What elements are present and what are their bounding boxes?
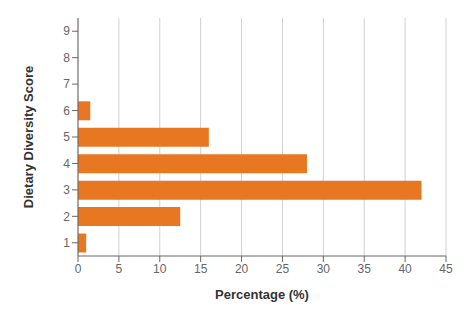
- svg-text:45: 45: [439, 262, 453, 276]
- svg-text:7: 7: [63, 77, 70, 91]
- svg-text:3: 3: [63, 183, 70, 197]
- svg-text:10: 10: [153, 262, 167, 276]
- svg-text:Dietary Diversity Score: Dietary Diversity Score: [21, 66, 36, 208]
- svg-text:Percentage (%): Percentage (%): [215, 287, 309, 302]
- svg-text:40: 40: [398, 262, 412, 276]
- svg-text:20: 20: [235, 262, 249, 276]
- svg-text:1: 1: [63, 236, 70, 250]
- svg-text:30: 30: [317, 262, 331, 276]
- svg-text:8: 8: [63, 51, 70, 65]
- svg-text:4: 4: [63, 157, 70, 171]
- svg-text:35: 35: [358, 262, 372, 276]
- svg-text:6: 6: [63, 104, 70, 118]
- svg-text:2: 2: [63, 210, 70, 224]
- svg-text:9: 9: [63, 24, 70, 38]
- svg-text:0: 0: [75, 262, 82, 276]
- svg-text:5: 5: [116, 262, 123, 276]
- svg-text:15: 15: [194, 262, 208, 276]
- svg-text:5: 5: [63, 130, 70, 144]
- svg-text:25: 25: [276, 262, 290, 276]
